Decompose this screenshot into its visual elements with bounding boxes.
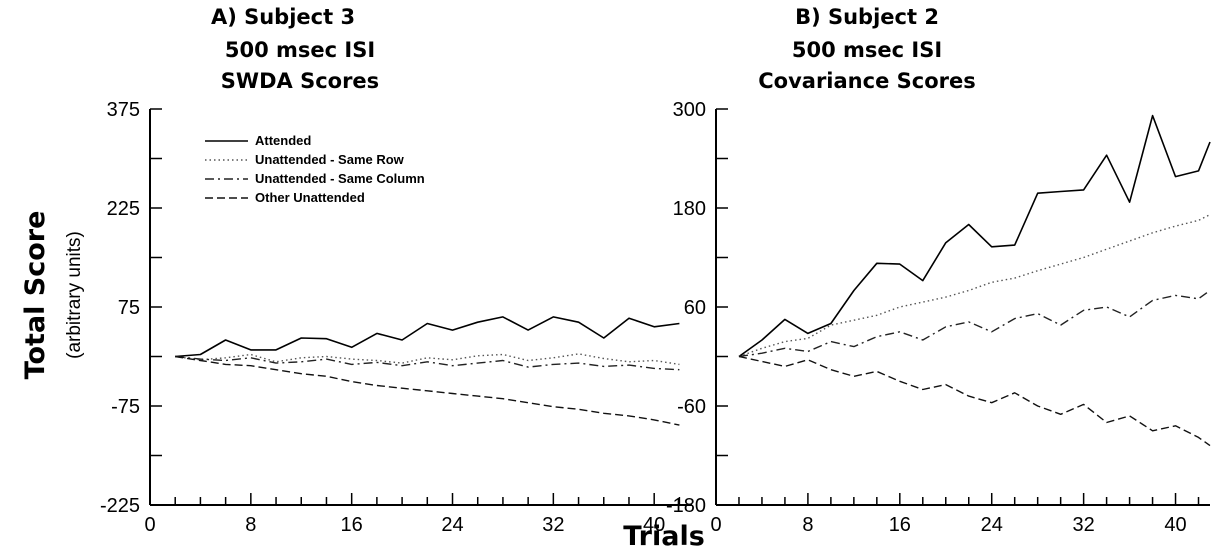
panel-a-x-tick-label: 32 bbox=[542, 514, 564, 536]
panel-a-series-other-unattended bbox=[175, 355, 680, 426]
legend-entry-unattended-same-column: Unattended - Same Column bbox=[255, 171, 425, 186]
panel-a-title-line-1: A) Subject 3 bbox=[211, 5, 355, 29]
panel-b-y-tick-label: 300 bbox=[673, 99, 706, 121]
panel-a-series-unattended-same-column bbox=[175, 355, 680, 371]
panel-a-x-tick-label: 0 bbox=[144, 514, 155, 536]
panel-a: A) Subject 3 500 msec ISI SWDA Scores At… bbox=[100, 5, 692, 536]
panel-b-title-line-1: B) Subject 2 bbox=[795, 5, 939, 29]
panel-b-y-tick-label: 60 bbox=[684, 297, 706, 319]
panel-a-series-group bbox=[175, 316, 680, 426]
panel-b-series-unattended-same-column bbox=[738, 289, 1211, 358]
panel-a-x-tick-label: 40 bbox=[643, 514, 665, 536]
panel-b: B) Subject 2 500 msec ISI Covariance Sco… bbox=[666, 5, 1211, 536]
panel-b-y-tick-label: -60 bbox=[677, 396, 706, 418]
panel-a-y-tick-label: -75 bbox=[111, 396, 140, 418]
panel-a-x-tick-label: 8 bbox=[245, 514, 256, 536]
panel-a-title-line-2: 500 msec ISI bbox=[225, 38, 375, 62]
panel-a-x-tick-label: 24 bbox=[441, 514, 463, 536]
panel-b-series-unattended-same-row bbox=[738, 213, 1211, 358]
y-axis-sublabel: (arbitrary units) bbox=[64, 231, 85, 359]
panel-a-x-tick-label: 16 bbox=[341, 514, 363, 536]
panel-b-x-tick-label: 16 bbox=[889, 514, 911, 536]
panel-b-axes: 0 8 16 24 32 40 -180 -60 60 180 300 bbox=[666, 99, 1210, 536]
panel-b-title-line-2: 500 msec ISI bbox=[792, 38, 942, 62]
panel-a-y-tick-label: 225 bbox=[107, 198, 140, 220]
panel-b-x-tick-label: 40 bbox=[1164, 514, 1186, 536]
panel-a-series-unattended-same-row bbox=[175, 353, 680, 366]
legend-entry-attended: Attended bbox=[255, 133, 311, 148]
panel-a-legend: Attended Unattended - Same Row Unattended … bbox=[205, 133, 425, 205]
panel-b-series-group bbox=[738, 114, 1211, 447]
legend-entry-other-unattended: Other Unattended bbox=[255, 190, 365, 205]
panel-b-x-tick-label: 32 bbox=[1073, 514, 1095, 536]
panel-a-series-attended bbox=[175, 316, 680, 358]
panel-b-y-tick-label: 180 bbox=[673, 198, 706, 220]
legend-entry-unattended-same-row: Unattended - Same Row bbox=[255, 152, 405, 167]
panel-b-series-other-unattended bbox=[738, 355, 1211, 447]
panel-a-y-tick-label: 75 bbox=[118, 297, 140, 319]
panel-a-title-line-3: SWDA Scores bbox=[221, 69, 379, 93]
panel-a-y-tick-label: -225 bbox=[100, 495, 140, 517]
x-axis-label: Trials bbox=[623, 521, 705, 552]
panel-b-series-attended bbox=[738, 114, 1211, 358]
panel-b-title-line-3: Covariance Scores bbox=[758, 69, 975, 93]
panel-b-x-tick-label: 0 bbox=[710, 514, 721, 536]
panel-b-y-tick-label: -180 bbox=[666, 495, 706, 517]
y-axis-label: Total Score bbox=[20, 211, 51, 380]
panel-b-x-tick-label: 8 bbox=[802, 514, 813, 536]
panel-a-axes: 0 8 16 24 32 40 -225 -75 75 225 375 bbox=[100, 99, 692, 536]
panel-b-x-tick-label: 24 bbox=[981, 514, 1003, 536]
panel-a-y-tick-label: 375 bbox=[107, 99, 140, 121]
